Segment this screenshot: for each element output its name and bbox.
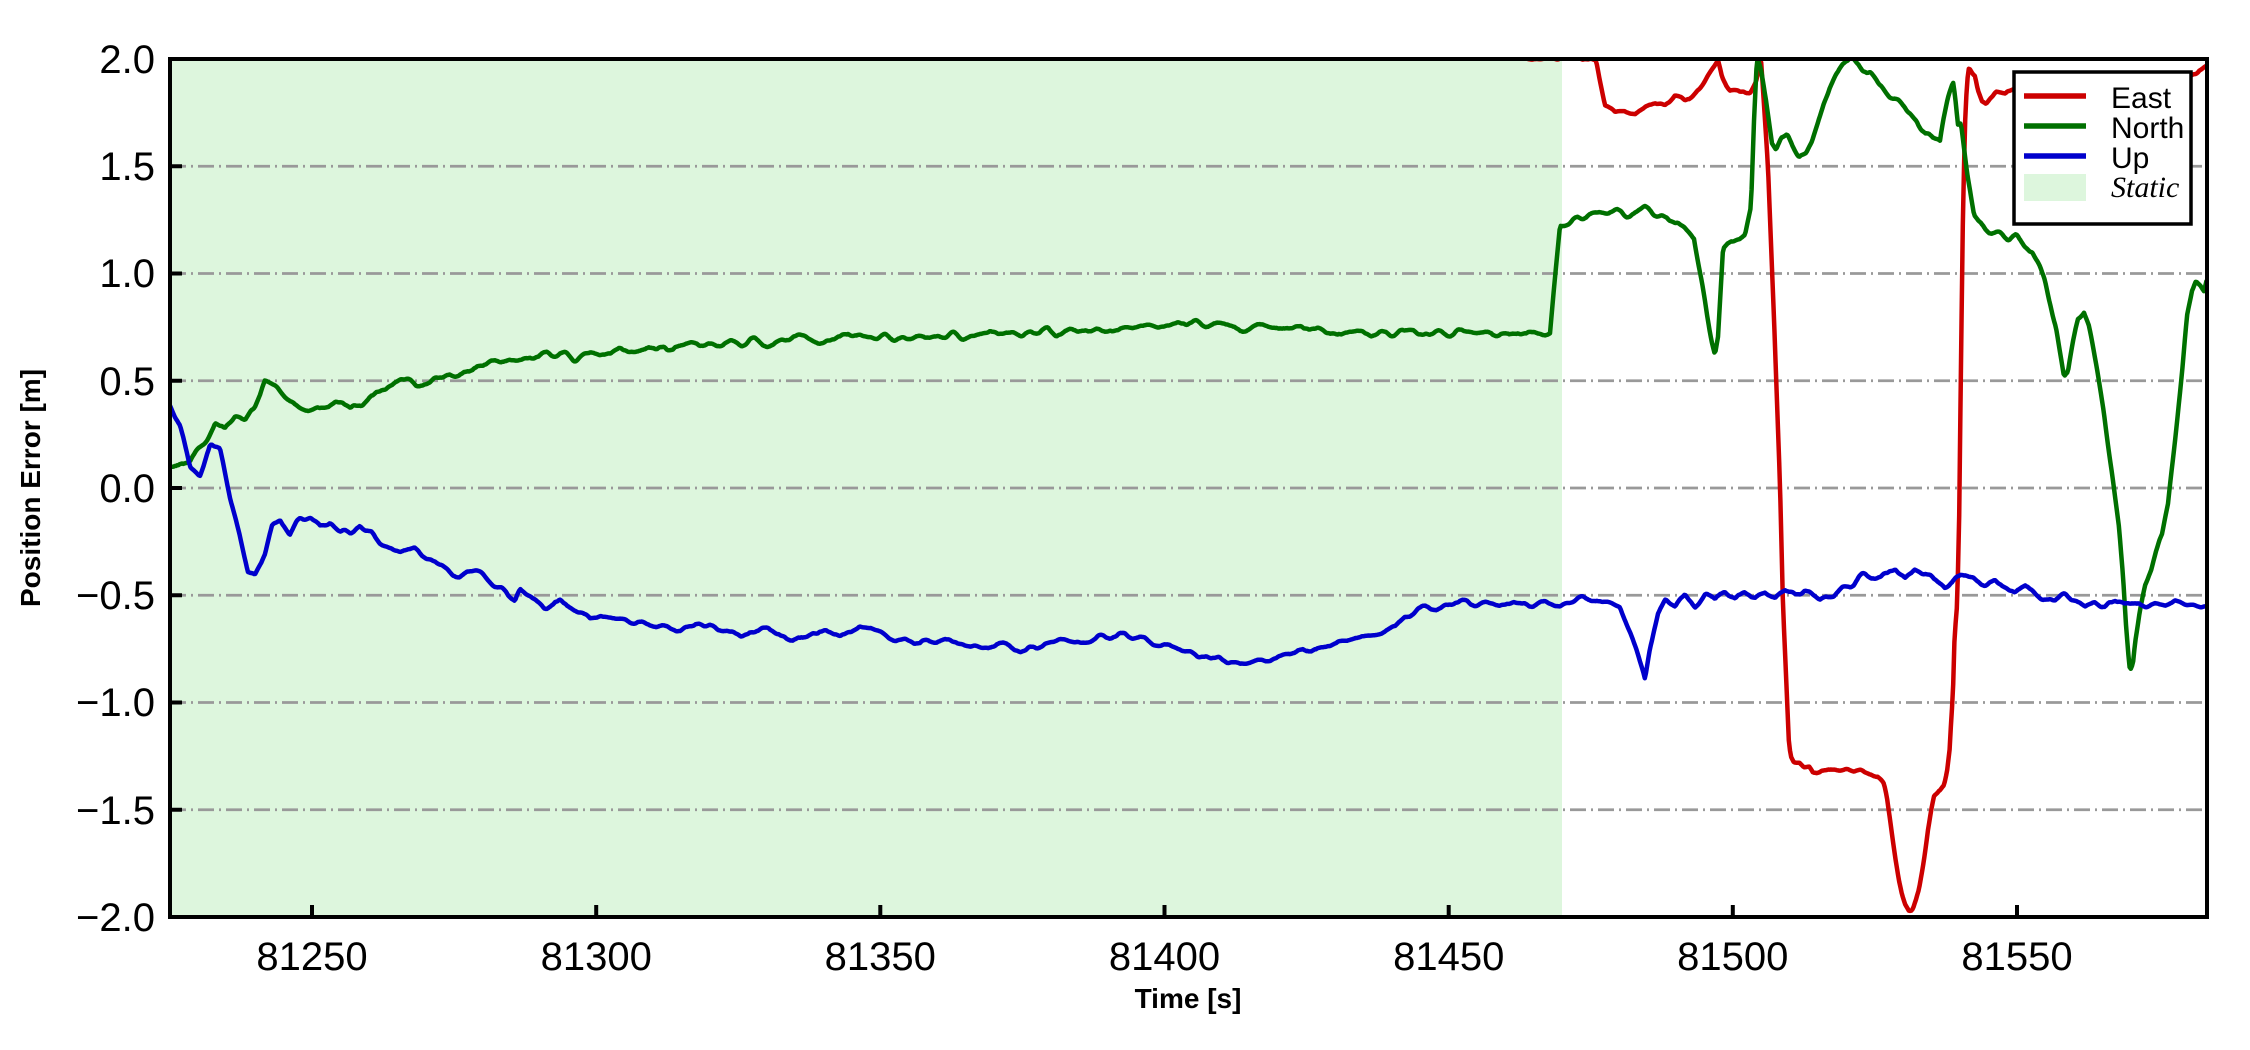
svg-text:81250: 81250 [256, 935, 367, 979]
svg-text:1.0: 1.0 [99, 252, 155, 296]
svg-text:East: East [2111, 82, 2172, 115]
svg-text:−2.0: −2.0 [76, 896, 155, 940]
svg-text:0.0: 0.0 [99, 467, 155, 511]
svg-text:Position Error [m]: Position Error [m] [15, 369, 46, 607]
svg-text:81400: 81400 [1109, 935, 1220, 979]
svg-text:−0.5: −0.5 [76, 574, 155, 618]
svg-text:Time [s]: Time [s] [1135, 983, 1242, 1014]
svg-text:81450: 81450 [1393, 935, 1504, 979]
svg-text:Static: Static [2111, 171, 2179, 204]
svg-text:81300: 81300 [541, 935, 652, 979]
svg-text:81500: 81500 [1677, 935, 1788, 979]
svg-text:81550: 81550 [1961, 935, 2072, 979]
svg-text:North: North [2111, 112, 2184, 145]
svg-text:0.5: 0.5 [99, 360, 155, 404]
svg-text:81350: 81350 [825, 935, 936, 979]
svg-text:2.0: 2.0 [99, 38, 155, 82]
svg-text:−1.5: −1.5 [76, 789, 155, 833]
svg-text:−1.0: −1.0 [76, 681, 155, 725]
svg-text:1.5: 1.5 [99, 145, 155, 189]
